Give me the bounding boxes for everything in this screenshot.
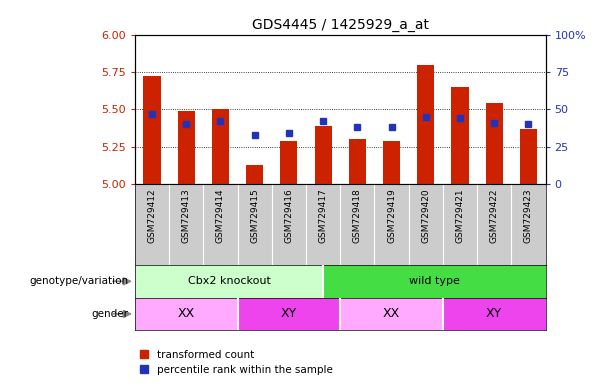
Text: GSM729423: GSM729423 — [524, 188, 533, 243]
Text: genotype/variation: genotype/variation — [29, 276, 129, 286]
Bar — [520, 129, 537, 184]
Text: wild type: wild type — [409, 276, 460, 286]
Bar — [451, 87, 468, 184]
Bar — [238, 298, 340, 330]
Text: GSM729413: GSM729413 — [181, 188, 191, 243]
Text: GSM729415: GSM729415 — [250, 188, 259, 243]
Bar — [340, 298, 443, 330]
Text: XX: XX — [383, 308, 400, 320]
Bar — [383, 141, 400, 184]
Bar — [246, 165, 263, 184]
Bar — [349, 139, 366, 184]
Text: gender: gender — [92, 309, 129, 319]
Text: XX: XX — [178, 308, 195, 320]
Bar — [135, 265, 323, 298]
Text: GSM729417: GSM729417 — [319, 188, 327, 243]
Bar — [178, 111, 195, 184]
Bar — [323, 265, 546, 298]
Legend: transformed count, percentile rank within the sample: transformed count, percentile rank withi… — [140, 350, 333, 375]
Text: GSM729416: GSM729416 — [284, 188, 294, 243]
Bar — [280, 141, 297, 184]
Title: GDS4445 / 1425929_a_at: GDS4445 / 1425929_a_at — [252, 18, 428, 32]
Bar — [143, 76, 161, 184]
Text: Cbx2 knockout: Cbx2 knockout — [188, 276, 270, 286]
Text: GSM729421: GSM729421 — [455, 188, 465, 243]
Bar — [314, 126, 332, 184]
Text: GSM729414: GSM729414 — [216, 188, 225, 243]
Bar — [443, 298, 546, 330]
Text: XY: XY — [281, 308, 297, 320]
Text: GSM729420: GSM729420 — [421, 188, 430, 243]
Text: GSM729412: GSM729412 — [148, 188, 156, 243]
Bar — [135, 298, 238, 330]
Text: XY: XY — [486, 308, 503, 320]
Text: GSM729418: GSM729418 — [353, 188, 362, 243]
Text: GSM729422: GSM729422 — [490, 188, 499, 243]
Text: GSM729419: GSM729419 — [387, 188, 396, 243]
Bar — [417, 65, 435, 184]
Bar — [212, 109, 229, 184]
Bar — [485, 103, 503, 184]
